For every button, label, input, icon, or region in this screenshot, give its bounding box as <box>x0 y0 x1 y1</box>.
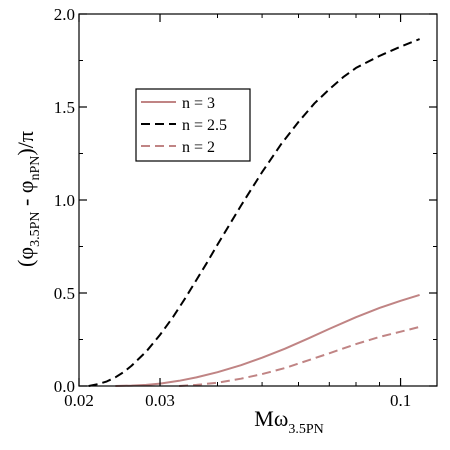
y-axis-title: (φ3.5PN - φnPN)/π <box>13 131 43 267</box>
y-tick-label-0: 0.0 <box>54 377 75 396</box>
x-axis-title-sub: 3.5PN <box>288 422 323 437</box>
y-axis-title-sub2: nPN <box>28 156 43 181</box>
y-axis-title-open: (φ <box>13 247 38 267</box>
series-line-3 <box>179 325 420 387</box>
y-tick-label-1: 0.5 <box>54 284 75 303</box>
x-tick-label-2: 0.1 <box>390 391 411 410</box>
x-axis-title: Mω3.5PN <box>254 406 323 437</box>
plot-frame <box>78 13 438 387</box>
ticks-layer: 0.02 0.03 0.1 0.0 0.5 1.0 1.5 2.0 <box>54 5 437 410</box>
legend-label-1: n = 3 <box>182 95 215 112</box>
y-tick-label-3: 1.5 <box>54 98 75 117</box>
series-layer <box>88 38 420 387</box>
y-tick-label-4: 2.0 <box>54 5 75 24</box>
legend: n = 3 n = 2.5 n = 2 <box>135 88 251 162</box>
y-tick-label-2: 1.0 <box>54 191 75 210</box>
y-axis-title-close: )/π <box>13 131 38 156</box>
series-line-2 <box>88 38 420 387</box>
series-line-1 <box>115 293 420 387</box>
legend-label-2: n = 2.5 <box>182 117 227 134</box>
x-axis-title-main: Mω <box>254 406 288 431</box>
y-axis-title-sub1: 3.5PN <box>28 212 43 247</box>
y-axis-title-mid: - φ <box>13 180 38 211</box>
x-tick-label-0: 0.02 <box>64 391 94 410</box>
x-tick-label-1: 0.03 <box>145 391 175 410</box>
legend-label-3: n = 2 <box>182 139 215 156</box>
